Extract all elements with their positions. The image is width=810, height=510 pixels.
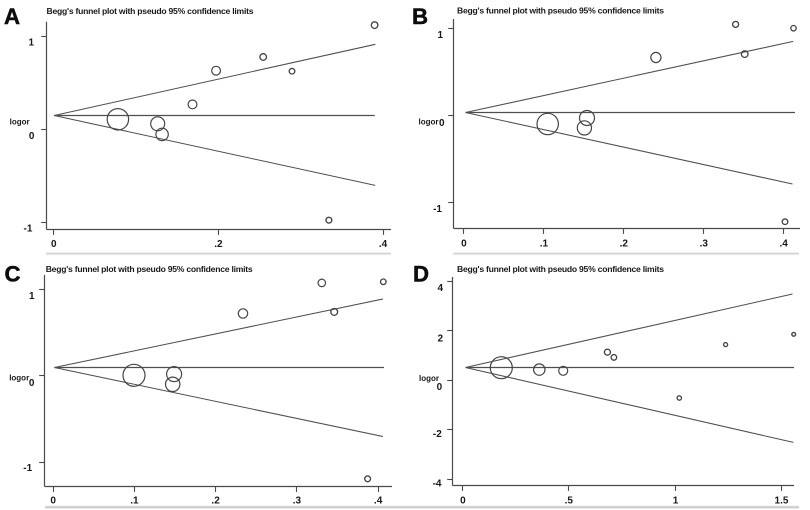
svg-text:Begg's funnel plot with pseudo: Begg's funnel plot with pseudo 95% confi… <box>457 6 664 16</box>
svg-text:.1: .1 <box>130 496 139 507</box>
svg-text:1.5: 1.5 <box>775 495 789 506</box>
svg-text:1: 1 <box>673 495 679 506</box>
svg-text:B: B <box>412 4 428 29</box>
svg-text:0: 0 <box>50 496 56 507</box>
svg-text:.4: .4 <box>780 238 789 249</box>
svg-text:.3: .3 <box>293 496 302 507</box>
svg-text:0: 0 <box>439 118 445 129</box>
svg-text:logor: logor <box>419 374 439 383</box>
svg-text:.1: .1 <box>540 238 549 249</box>
svg-text:0: 0 <box>29 378 35 389</box>
svg-text:C: C <box>5 262 21 287</box>
svg-text:Begg's funnel plot with pseudo: Begg's funnel plot with pseudo 95% confi… <box>457 264 664 274</box>
svg-text:.2: .2 <box>211 496 220 507</box>
svg-text:Begg's funnel plot with pseudo: Begg's funnel plot with pseudo 95% confi… <box>47 6 254 16</box>
svg-text:0: 0 <box>437 382 443 393</box>
svg-text:.5: .5 <box>565 495 574 506</box>
svg-text:-1: -1 <box>23 463 32 474</box>
svg-text:1: 1 <box>29 291 35 302</box>
svg-text:D: D <box>413 262 429 287</box>
svg-text:.2: .2 <box>214 239 223 250</box>
svg-text:0: 0 <box>460 495 466 506</box>
svg-text:logor: logor <box>9 374 29 383</box>
svg-text:.3: .3 <box>700 238 709 249</box>
svg-text:0: 0 <box>461 238 467 249</box>
svg-text:4: 4 <box>437 283 443 294</box>
svg-text:Begg's funnel plot with pseudo: Begg's funnel plot with pseudo 95% confi… <box>46 264 253 274</box>
svg-text:0: 0 <box>51 239 57 250</box>
svg-text:1: 1 <box>437 30 443 41</box>
svg-text:-4: -4 <box>433 478 442 489</box>
svg-text:.2: .2 <box>620 238 629 249</box>
svg-text:logor: logor <box>419 118 439 127</box>
svg-text:1: 1 <box>28 38 34 49</box>
svg-text:-2: -2 <box>433 429 442 440</box>
svg-text:logor: logor <box>10 117 30 126</box>
svg-text:-1: -1 <box>23 224 32 235</box>
svg-text:.4: .4 <box>379 239 388 250</box>
svg-text:-1: -1 <box>433 204 442 215</box>
svg-text:2: 2 <box>437 333 443 344</box>
svg-text:.4: .4 <box>374 496 383 507</box>
svg-text:0: 0 <box>29 131 35 142</box>
svg-text:A: A <box>4 4 20 29</box>
